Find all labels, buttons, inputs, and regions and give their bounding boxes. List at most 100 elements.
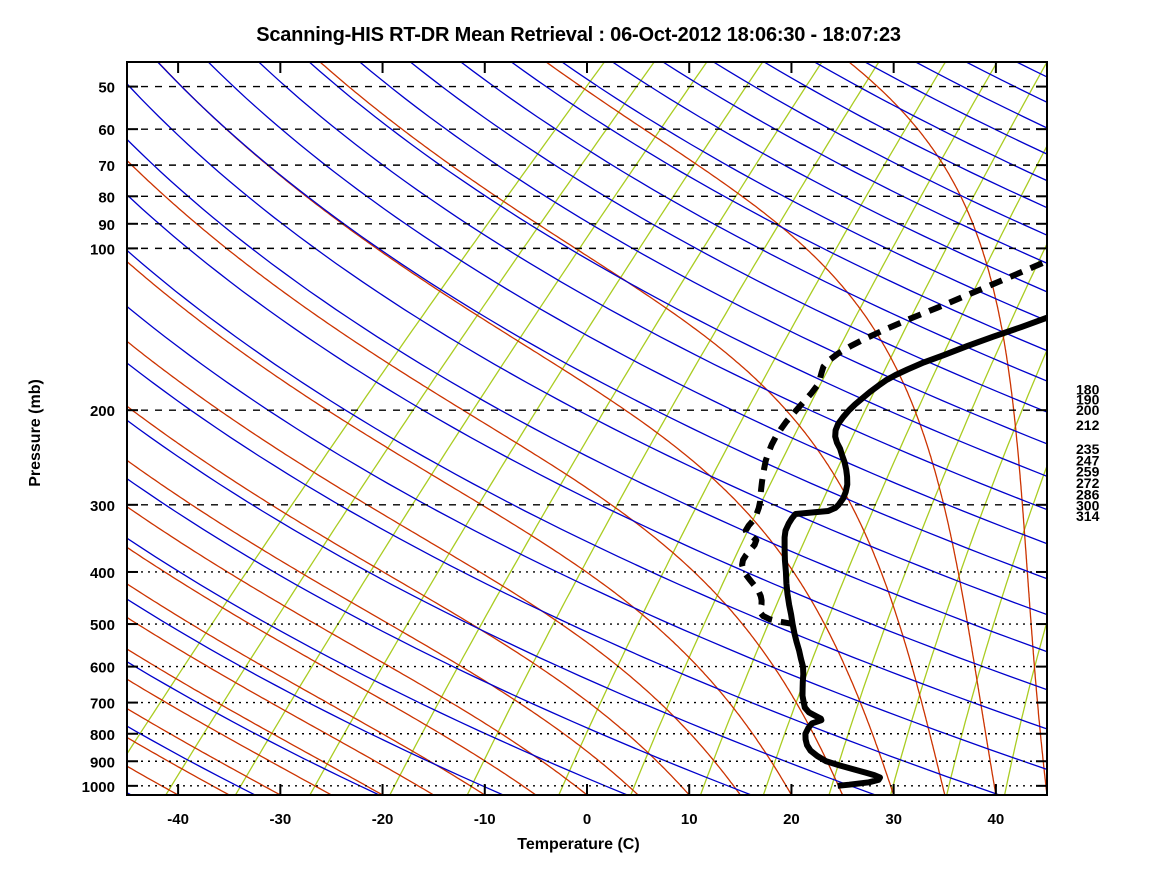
y-tick-label: 80 bbox=[98, 189, 115, 206]
x-tick-label: -10 bbox=[474, 811, 496, 828]
temperature-profile-line bbox=[781, 314, 1047, 789]
dry-adiabat-lines bbox=[0, 62, 1157, 795]
dry-adiabat bbox=[127, 249, 1047, 730]
dry-adiabat bbox=[763, 62, 1047, 209]
pressure-gridlines bbox=[127, 85, 1047, 787]
dry-adiabat bbox=[157, 62, 1047, 580]
y-tick-label: 400 bbox=[90, 565, 115, 582]
dry-adiabat bbox=[127, 660, 380, 795]
y-tick-label: 800 bbox=[90, 727, 115, 744]
theta-label: 200 bbox=[1076, 402, 1100, 418]
dry-adiabat bbox=[127, 537, 628, 795]
moist-adiabat-lines bbox=[127, 62, 1047, 795]
theta-label: 286 bbox=[1076, 486, 1100, 502]
x-axis-ticks bbox=[177, 62, 997, 795]
dry-adiabat bbox=[713, 62, 1047, 236]
theta-label: 235 bbox=[1076, 441, 1100, 457]
y-axis-ticks bbox=[127, 85, 1047, 787]
dry-adiabat bbox=[207, 62, 1047, 545]
mixing-ratio-line bbox=[889, 348, 1047, 795]
dry-adiabat bbox=[460, 62, 1047, 382]
y-tick-label: 500 bbox=[90, 617, 115, 634]
x-tick-label: -40 bbox=[167, 811, 189, 828]
moist-adiabat bbox=[127, 616, 435, 795]
x-tick-label: 40 bbox=[988, 811, 1005, 828]
dry-adiabat bbox=[561, 62, 1047, 322]
x-tick-label: 10 bbox=[681, 811, 698, 828]
moist-adiabat bbox=[545, 62, 997, 795]
moist-adiabat bbox=[127, 340, 741, 795]
dry-adiabat bbox=[127, 82, 1047, 616]
dry-adiabat bbox=[127, 362, 1000, 795]
y-axis-tick-labels: 50 60 70 80 90 100 200 300 400 500 600 700 800 900 100… bbox=[82, 80, 115, 796]
y-tick-label: 50 bbox=[98, 80, 115, 97]
dry-adiabat bbox=[0, 62, 7, 795]
y-tick-label: 900 bbox=[90, 754, 115, 771]
x-tick-label: 0 bbox=[583, 811, 591, 828]
dry-adiabat bbox=[127, 193, 1047, 691]
mixing-ratio-line bbox=[127, 62, 605, 756]
dry-adiabat bbox=[612, 62, 1047, 293]
y-tick-label: 200 bbox=[90, 403, 115, 420]
theta-label: 247 bbox=[1076, 452, 1100, 468]
mixing-ratio-line bbox=[1060, 62, 1157, 795]
y-tick-label: 300 bbox=[90, 498, 115, 515]
dry-adiabat bbox=[127, 598, 504, 795]
moist-adiabat bbox=[127, 260, 792, 795]
theta-label: 300 bbox=[1076, 498, 1100, 514]
mixing-ratio-line bbox=[389, 62, 823, 795]
theta-label: 272 bbox=[1076, 475, 1100, 491]
dry-adiabat bbox=[127, 419, 876, 795]
y-tick-label: 100 bbox=[90, 241, 115, 258]
theta-label: 314 bbox=[1076, 508, 1100, 524]
mixing-ratio-line bbox=[762, 144, 1047, 795]
mixing-ratio-line bbox=[466, 62, 880, 795]
mixing-ratio-line bbox=[234, 62, 708, 795]
theta-label: 190 bbox=[1076, 391, 1100, 407]
moist-adiabat bbox=[127, 583, 486, 795]
mixing-ratio-line bbox=[1003, 619, 1047, 795]
dry-adiabat bbox=[814, 62, 1047, 182]
moist-adiabat bbox=[319, 62, 946, 795]
mixing-ratio-line bbox=[309, 62, 764, 795]
dry-adiabat bbox=[308, 62, 1047, 477]
moist-adiabat bbox=[848, 62, 1047, 795]
dry-adiabat bbox=[258, 62, 1047, 511]
dry-adiabat bbox=[359, 62, 1047, 445]
x-tick-label: -30 bbox=[269, 811, 291, 828]
dry-adiabat bbox=[1118, 62, 1157, 795]
mixing-ratio-line bbox=[699, 62, 1047, 795]
y-tick-label: 70 bbox=[98, 158, 115, 175]
x-axis-tick-labels: -40 -30 -20 -10 0 10 20 30 40 bbox=[167, 811, 1004, 828]
mixing-ratio-line bbox=[1110, 62, 1157, 795]
moist-adiabat bbox=[127, 159, 844, 795]
dry-adiabat bbox=[127, 138, 1047, 653]
dry-adiabat bbox=[127, 477, 752, 795]
mixing-ratio-line bbox=[165, 62, 655, 795]
dry-adiabat bbox=[662, 62, 1047, 264]
theta-label: 259 bbox=[1076, 463, 1100, 479]
mixing-ratio-line bbox=[828, 242, 1047, 795]
dry-adiabat bbox=[965, 62, 1047, 103]
moist-adiabat bbox=[127, 678, 332, 795]
moist-adiabat bbox=[127, 546, 537, 795]
x-tick-label: -20 bbox=[372, 811, 394, 828]
mixing-ratio-line bbox=[558, 62, 946, 795]
theta-label: 180 bbox=[1076, 381, 1100, 397]
mixing-ratio-line bbox=[946, 464, 1047, 795]
x-axis-title: Temperature (C) bbox=[517, 836, 640, 853]
mixing-ratio-line bbox=[630, 62, 998, 795]
chart-title: Scanning-HIS RT-DR Mean Retrieval : 06-O… bbox=[256, 24, 901, 46]
moist-adiabat bbox=[127, 648, 383, 795]
dry-adiabat bbox=[127, 305, 1047, 771]
y-tick-label: 600 bbox=[90, 660, 115, 677]
theta-label: 212 bbox=[1076, 417, 1100, 433]
y-tick-label: 1000 bbox=[82, 779, 115, 796]
x-tick-label: 20 bbox=[783, 811, 800, 828]
mixing-ratio-lines bbox=[127, 62, 1157, 795]
y-tick-label: 700 bbox=[90, 696, 115, 713]
moist-adiabat bbox=[127, 707, 281, 795]
